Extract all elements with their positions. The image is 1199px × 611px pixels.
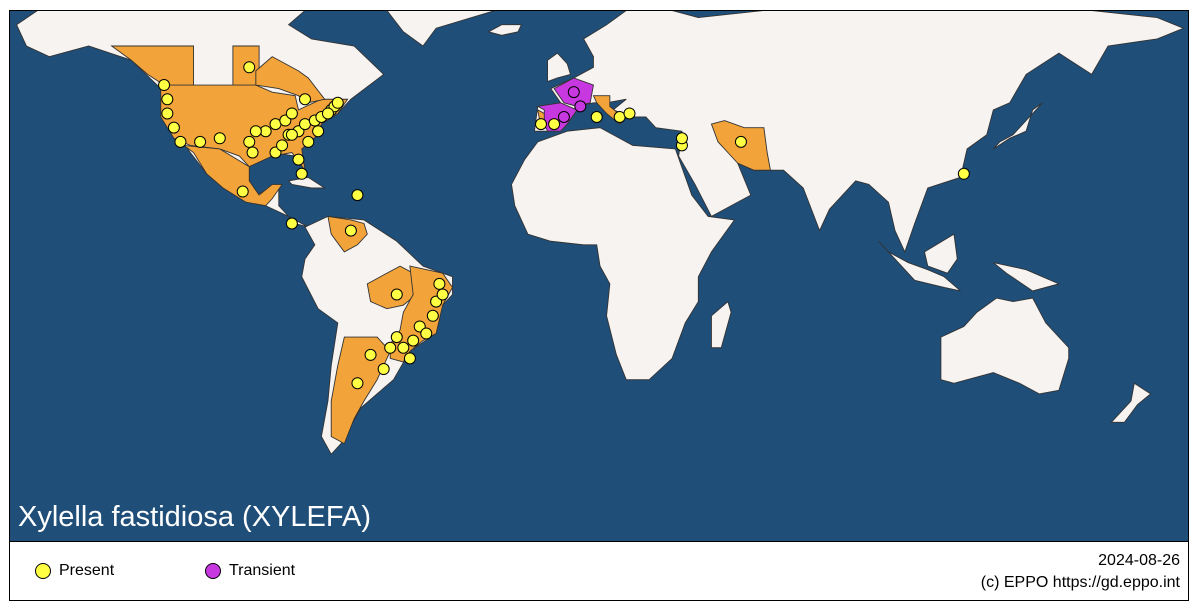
present-marker xyxy=(158,79,171,92)
present-marker xyxy=(161,93,174,106)
legend-label-transient: Transient xyxy=(229,562,296,579)
present-marker xyxy=(535,118,547,131)
present-marker xyxy=(243,61,256,74)
legend-item-present: Present xyxy=(35,562,114,580)
distribution-map: Xylella fastidiosa (XYLEFA) xyxy=(9,10,1189,542)
present-marker xyxy=(351,377,364,390)
present-marker xyxy=(351,189,364,202)
transient-marker xyxy=(574,100,587,113)
region-british-columbia xyxy=(110,45,195,86)
present-marker xyxy=(299,93,311,106)
britain-land xyxy=(547,52,572,83)
africa-land xyxy=(511,127,736,381)
present-marker xyxy=(236,185,249,198)
present-marker xyxy=(426,309,439,322)
region-mexico xyxy=(182,144,283,207)
present-marker xyxy=(957,167,970,180)
region-spain xyxy=(536,102,578,132)
new-guinea-land xyxy=(993,262,1061,292)
borneo-land xyxy=(923,233,958,274)
present-marker xyxy=(436,288,449,301)
present-marker xyxy=(590,111,603,123)
map-credit: (c) EPPO https://gd.eppo.int xyxy=(980,574,1180,591)
region-ontario xyxy=(255,56,326,104)
present-marker xyxy=(331,96,344,109)
indonesia-land xyxy=(878,240,961,292)
present-marker xyxy=(243,135,256,148)
legend: Present Transient 2024-08-26 (c) EPPO ht… xyxy=(9,542,1189,601)
transient-marker xyxy=(567,86,580,99)
present-marker xyxy=(292,153,305,166)
present-marker xyxy=(420,327,433,340)
present-marker xyxy=(174,135,187,148)
present-marker xyxy=(276,139,289,152)
present-marker xyxy=(295,167,308,180)
present-marker xyxy=(344,224,357,237)
present-marker xyxy=(675,132,688,145)
present-marker xyxy=(302,135,315,148)
present-marker xyxy=(433,277,446,290)
marker-layer xyxy=(158,61,970,390)
japan-land xyxy=(993,102,1043,150)
present-marker xyxy=(364,348,377,361)
present-marker xyxy=(403,352,416,365)
transient-marker xyxy=(557,111,570,123)
present-marker xyxy=(213,132,226,145)
present-marker xyxy=(407,334,420,347)
present-marker xyxy=(246,146,259,159)
present-marker xyxy=(734,135,747,148)
world-map-svg xyxy=(10,11,1188,541)
transient-dot-icon xyxy=(205,563,221,579)
present-dot-icon xyxy=(35,563,51,579)
present-marker xyxy=(167,121,180,134)
present-marker xyxy=(194,135,207,148)
map-date: 2024-08-26 xyxy=(1098,552,1180,569)
new-zealand-land xyxy=(1110,382,1152,423)
iceland-land xyxy=(487,24,523,36)
present-marker xyxy=(397,341,410,354)
present-marker xyxy=(390,288,403,301)
present-marker xyxy=(384,341,397,354)
present-marker xyxy=(623,107,636,120)
legend-item-transient: Transient xyxy=(205,562,295,580)
greenland-land xyxy=(386,11,496,47)
legend-label-present: Present xyxy=(59,562,115,579)
present-marker xyxy=(390,331,403,344)
present-marker xyxy=(161,107,174,120)
present-marker xyxy=(548,118,561,131)
present-marker xyxy=(377,363,390,376)
present-marker xyxy=(285,217,298,230)
present-marker xyxy=(285,107,298,120)
australia-land xyxy=(940,297,1070,395)
present-marker xyxy=(249,125,262,138)
map-title: Xylella fastidiosa (XYLEFA) xyxy=(18,501,371,533)
present-marker xyxy=(285,128,298,141)
madagascar-land xyxy=(710,300,732,349)
present-marker xyxy=(312,125,325,138)
present-marker xyxy=(321,107,334,120)
